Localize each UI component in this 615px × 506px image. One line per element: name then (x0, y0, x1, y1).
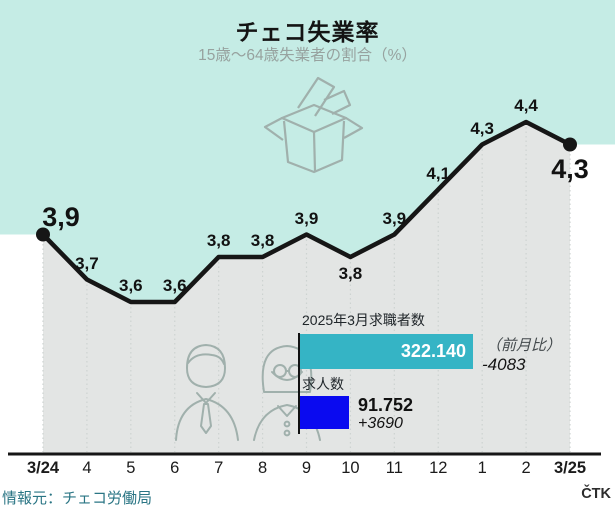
data-label-8: 3,8 (250, 231, 275, 250)
data-label-5: 3,6 (119, 276, 143, 295)
x-tick-5: 5 (126, 459, 136, 477)
x-tick-3-25: 3/25 (553, 459, 587, 477)
data-label-9: 3,9 (294, 208, 319, 228)
job-seekers-bar: 322.140 (300, 334, 473, 369)
x-tick-3-24: 3/24 (26, 459, 60, 477)
job-openings-bar (300, 396, 349, 429)
open-box-icon (263, 76, 364, 174)
data-label-1: 4,3 (470, 118, 494, 138)
data-label-3-25: 4,3 (551, 153, 589, 184)
area-above-line (0, 0, 615, 302)
data-label-12: 4,1 (426, 163, 451, 183)
page-title: チェコ失業率 (235, 19, 380, 45)
inset-bar-chart: 2025年3月求職者数 322.140 （前月比） -4083 求人数 91.7… (296, 308, 596, 443)
ctk-logo: ČTK (581, 486, 611, 502)
x-tick-2: 2 (521, 459, 531, 477)
page-subtitle: 15歳〜64歳失業者の割合（%） (198, 47, 417, 64)
x-tick-6: 6 (170, 459, 180, 477)
data-label-10: 3,8 (338, 264, 363, 283)
job-seekers-change: -4083 (482, 355, 526, 374)
x-tick-12: 12 (429, 459, 448, 477)
x-tick-8: 8 (257, 459, 268, 477)
month-over-month-caption: （前月比） (486, 337, 562, 354)
job-seekers-value: 322.140 (400, 341, 466, 361)
data-label-7: 3,8 (206, 231, 231, 250)
inset-axis-line (298, 333, 300, 434)
data-label-6: 3,6 (162, 276, 187, 295)
x-tick-4: 4 (82, 459, 92, 477)
data-label-3-24: 3,9 (42, 201, 80, 232)
x-tick-10: 10 (341, 459, 360, 477)
job-openings-label: 求人数 (302, 376, 344, 392)
data-label-2: 4,4 (514, 96, 538, 115)
job-openings-value: 91.752 (358, 395, 414, 415)
job-seekers-label: 2025年3月求職者数 (302, 312, 425, 328)
end-point-marker (563, 137, 577, 152)
job-openings-change: +3690 (358, 415, 403, 432)
data-label-11: 3,9 (382, 208, 407, 228)
unemployment-line (40, 119, 573, 305)
job-seekers-icon (175, 344, 321, 441)
x-tick-11: 11 (385, 459, 403, 477)
data-label-4: 3,7 (75, 253, 99, 273)
source-credit: 情報元：チェコ労働局 (2, 490, 153, 506)
x-tick-7: 7 (214, 459, 224, 477)
end-point-marker (36, 227, 50, 242)
x-tick-1: 1 (477, 459, 487, 477)
x-tick-9: 9 (301, 459, 312, 477)
